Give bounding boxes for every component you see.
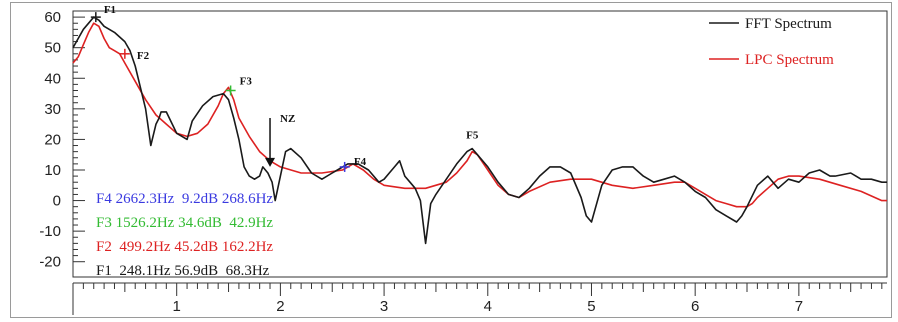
y-tick-label: 10: [44, 162, 61, 179]
y-tick-label: 50: [44, 40, 61, 57]
annotation-label: F3: [240, 75, 253, 87]
legend-label: FFT Spectrum: [745, 16, 832, 32]
y-tick-label: 60: [44, 9, 61, 26]
legend-label: LPC Spectrum: [745, 52, 834, 68]
annotation-label: NZ: [280, 113, 295, 125]
y-tick-label: -10: [39, 223, 61, 240]
x-tick-label: 1: [173, 298, 181, 315]
x-tick-label: 5: [587, 298, 595, 315]
annotation-label: F1: [104, 4, 116, 16]
y-tick-label: 30: [44, 101, 61, 118]
formant-readout-line: F4 2662.3Hz 9.2dB 268.6Hz: [96, 191, 274, 207]
chart-frame: 60 50 40 30 20 10 0 -10 -20 1 2 3 4 5 6 7 F1 F2 F3 F4 F5 NZ …: [10, 2, 892, 318]
y-tick-label: 0: [53, 193, 61, 210]
x-tick-label: 6: [691, 298, 699, 315]
fft-spectrum-line: [72, 16, 887, 245]
x-tick-label: 7: [795, 298, 803, 315]
y-tick-label: -20: [39, 254, 61, 271]
nz-arrow-head: [265, 157, 276, 167]
formant-readout-line: F1 248.1Hz 56.9dB 68.3Hz: [96, 263, 270, 279]
x-tick-label: 2: [276, 298, 284, 315]
formant-readout-line: F2 499.2Hz 45.2dB 162.2Hz: [96, 239, 274, 255]
y-tick-label: 40: [44, 70, 61, 87]
x-tick-label: 4: [484, 298, 492, 315]
annotation-label: F5: [466, 130, 479, 142]
y-tick-label: 20: [44, 131, 61, 148]
x-tick-label: 3: [380, 298, 388, 315]
formant-readout-line: F3 1526.2Hz 34.6dB 42.9Hz: [96, 215, 274, 231]
annotation-label: F2: [137, 50, 150, 62]
annotation-label: F4: [354, 156, 367, 168]
plot-area: [72, 10, 888, 278]
